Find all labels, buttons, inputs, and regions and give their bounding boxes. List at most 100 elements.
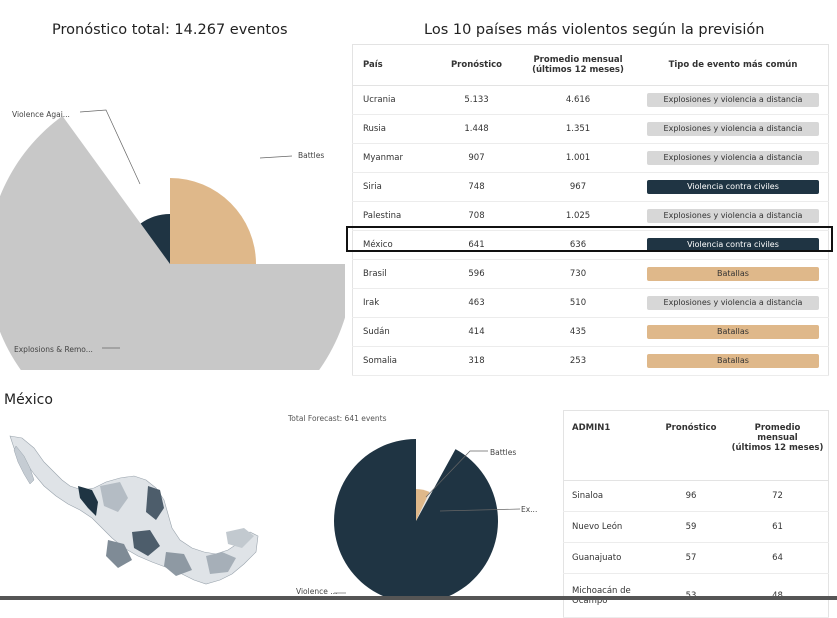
cell-country: Ucrania bbox=[352, 85, 435, 115]
col-header-average: Promedio mensual (últimos 12 meses) bbox=[518, 44, 638, 86]
cell-average: 1.351 bbox=[518, 114, 638, 144]
event-type-badge: Explosiones y violencia a distancia bbox=[647, 151, 819, 165]
table-row: Irak 463 510 Explosiones y violencia a dist… bbox=[352, 288, 829, 318]
cell-type: Violencia contra civiles bbox=[638, 172, 829, 202]
cell-state: Nuevo León bbox=[563, 511, 655, 543]
mx-leader-explosions bbox=[439, 508, 521, 512]
cell-state-line1: Guanajuato bbox=[572, 553, 622, 563]
mx-table-header-row: ADMIN1 Pronóstico Promedio mensual (últi… bbox=[563, 410, 829, 481]
cell-forecast: 5.133 bbox=[435, 85, 518, 115]
cell-country: Siria bbox=[352, 172, 435, 202]
mx-col-average: Promedio mensual (últimos 12 meses) bbox=[727, 410, 829, 481]
event-type-badge: Explosiones y violencia a distancia bbox=[647, 209, 819, 223]
table-row: México 641 636 Violencia contra civiles bbox=[352, 230, 829, 260]
col-header-average-line2: (últimos 12 meses) bbox=[532, 65, 624, 75]
cell-type: Violencia contra civiles bbox=[638, 230, 829, 260]
mx-col-admin: ADMIN1 bbox=[563, 410, 655, 481]
table-row: Rusia 1.448 1.351 Explosiones y violencia a… bbox=[352, 114, 829, 144]
cell-type: Batallas bbox=[638, 317, 829, 347]
cell-forecast: 748 bbox=[435, 172, 518, 202]
sinaloa-region bbox=[78, 486, 98, 516]
pie-slice-1 bbox=[0, 115, 345, 370]
cell-forecast: 57 bbox=[655, 542, 727, 574]
cell-state-line1: Nuevo León bbox=[572, 522, 623, 532]
mx-col-average-line2: mensual bbox=[757, 433, 798, 443]
event-type-badge: Explosiones y violencia a distancia bbox=[647, 122, 819, 136]
mexico-map bbox=[9, 435, 259, 585]
cell-type: Explosiones y violencia a distancia bbox=[638, 288, 829, 318]
mexico-section-title: México bbox=[4, 392, 53, 408]
col-header-country: País bbox=[352, 44, 435, 86]
mexico-pie-chart bbox=[334, 439, 521, 600]
michoacan-region bbox=[106, 540, 132, 568]
event-type-badge: Batallas bbox=[647, 354, 819, 368]
table-row: Guanajuato 57 64 bbox=[563, 542, 829, 574]
cell-forecast: 596 bbox=[435, 259, 518, 289]
cell-forecast: 414 bbox=[435, 317, 518, 347]
cell-average: 72 bbox=[727, 480, 829, 512]
leader-line-violence bbox=[79, 109, 141, 185]
col-header-type: Tipo de evento más común bbox=[638, 44, 829, 86]
nuevo-leon-region bbox=[146, 486, 164, 520]
pie-title: Pronóstico total: 14.267 eventos bbox=[52, 22, 288, 38]
cell-forecast: 59 bbox=[655, 511, 727, 543]
event-type-badge: Explosiones y violencia a distancia bbox=[647, 296, 819, 310]
table-row: Myanmar 907 1.001 Explosiones y violencia a… bbox=[352, 143, 829, 173]
mx-pie-label-violence: Violence ... bbox=[296, 587, 338, 596]
table-row: Siria 748 967 Violencia contra civiles bbox=[352, 172, 829, 202]
mexico-pie-title: Total Forecast: 641 events bbox=[288, 414, 387, 423]
cell-average: 64 bbox=[727, 542, 829, 574]
bottom-scrollbar[interactable] bbox=[0, 596, 837, 600]
table-title: Los 10 países más violentos según la pre… bbox=[424, 22, 765, 38]
mx-pie-slice-2 bbox=[334, 439, 498, 600]
mx-leader-battles bbox=[425, 450, 488, 498]
mexico-states-table: ADMIN1 Pronóstico Promedio mensual (últi… bbox=[563, 410, 829, 618]
cell-type: Batallas bbox=[638, 259, 829, 289]
mx-pie-label-explosions: Ex... bbox=[521, 505, 538, 514]
cell-country: Sudán bbox=[352, 317, 435, 347]
pie-slice-0 bbox=[170, 178, 256, 264]
event-type-badge: Violencia contra civiles bbox=[647, 180, 819, 194]
durango-region bbox=[100, 482, 128, 512]
cell-forecast: 641 bbox=[435, 230, 518, 260]
mx-pie-slice-1 bbox=[416, 492, 432, 521]
top-countries-table: País Pronóstico Promedio mensual (último… bbox=[352, 44, 829, 376]
top-pie-chart bbox=[0, 109, 345, 370]
cell-country: Rusia bbox=[352, 114, 435, 144]
cell-country: Somalia bbox=[352, 346, 435, 376]
mx-col-forecast: Pronóstico bbox=[655, 410, 727, 481]
cell-type: Explosiones y violencia a distancia bbox=[638, 114, 829, 144]
baja-california bbox=[13, 445, 35, 485]
pie-label-violence: Violence Agai... bbox=[12, 110, 70, 119]
table-row: Nuevo León 59 61 bbox=[563, 511, 829, 543]
guerrero-region bbox=[164, 552, 192, 576]
cell-average: 967 bbox=[518, 172, 638, 202]
cell-country: Brasil bbox=[352, 259, 435, 289]
event-type-badge: Violencia contra civiles bbox=[647, 238, 819, 252]
pie-label-battles: Battles bbox=[298, 151, 325, 160]
cell-forecast: 463 bbox=[435, 288, 518, 318]
pie-slice-2 bbox=[140, 214, 170, 264]
cell-country: México bbox=[352, 230, 435, 260]
cell-type: Explosiones y violencia a distancia bbox=[638, 85, 829, 115]
cell-forecast: 96 bbox=[655, 480, 727, 512]
table-row: Brasil 596 730 Batallas bbox=[352, 259, 829, 289]
col-header-forecast: Pronóstico bbox=[435, 44, 518, 86]
col-header-average-line1: Promedio mensual bbox=[533, 55, 623, 65]
cell-state: Guanajuato bbox=[563, 542, 655, 574]
cell-average: 510 bbox=[518, 288, 638, 318]
cell-state: Sinaloa bbox=[563, 480, 655, 512]
table-row: Sinaloa 96 72 bbox=[563, 480, 829, 512]
cell-country: Myanmar bbox=[352, 143, 435, 173]
table-row: Sudán 414 435 Batallas bbox=[352, 317, 829, 347]
mexico-outline bbox=[9, 435, 259, 585]
cell-forecast: 1.448 bbox=[435, 114, 518, 144]
cell-average: 61 bbox=[727, 511, 829, 543]
chiapas-region bbox=[206, 552, 236, 574]
cell-average: 730 bbox=[518, 259, 638, 289]
mx-pie-label-battles: Battles bbox=[490, 448, 517, 457]
cell-type: Batallas bbox=[638, 346, 829, 376]
cell-average: 435 bbox=[518, 317, 638, 347]
table-header-row: País Pronóstico Promedio mensual (último… bbox=[352, 44, 829, 86]
cell-forecast: 318 bbox=[435, 346, 518, 376]
